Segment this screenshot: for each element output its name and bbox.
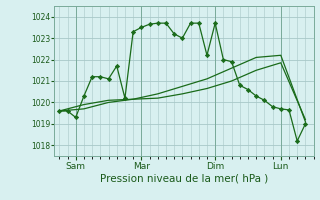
X-axis label: Pression niveau de la mer( hPa ): Pression niveau de la mer( hPa ) bbox=[100, 173, 268, 183]
